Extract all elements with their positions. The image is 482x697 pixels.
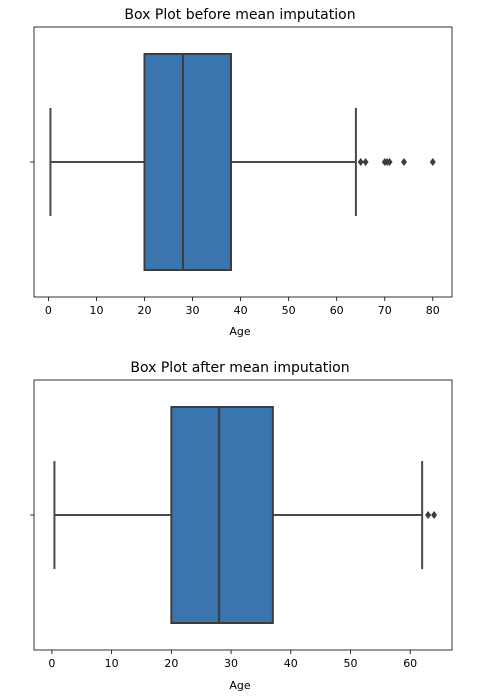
iqr-box [170,406,274,624]
x-tick-label: 60 [330,304,344,317]
outlier-point [400,158,407,166]
x-tick-label: 40 [234,304,248,317]
outlier-point [386,158,393,166]
iqr-box [143,53,232,271]
outlier-point [429,158,436,166]
outlier-point [362,158,369,166]
x-axis-label: Age [229,325,251,338]
x-tick-label: 10 [105,657,119,670]
x-tick-label: 10 [89,304,103,317]
x-tick-label: 50 [282,304,296,317]
chart-title: Box Plot after mean imputation [130,360,349,376]
x-tick-label: 50 [343,657,357,670]
x-tick-label: 30 [186,304,200,317]
x-tick-label: 30 [224,657,238,670]
outlier-point [431,511,438,519]
x-tick-label: 70 [378,304,392,317]
outlier-point [425,511,432,519]
boxplot-after: Box Plot after mean imputation 0 10 20 30 40… [30,360,453,692]
outlier-point [357,158,364,166]
x-tick-label: 20 [138,304,152,317]
x-tick-label: 0 [45,304,52,317]
x-tick-label: 40 [284,657,298,670]
x-tick-label: 20 [164,657,178,670]
x-tick-label: 0 [48,657,55,670]
x-axis-label: Age [229,679,251,692]
boxplot-before: Box Plot before mean imputation 0 10 20 30 4… [30,7,453,338]
x-tick-label: 80 [426,304,440,317]
chart-title: Box Plot before mean imputation [124,7,355,23]
x-tick-label: 60 [403,657,417,670]
